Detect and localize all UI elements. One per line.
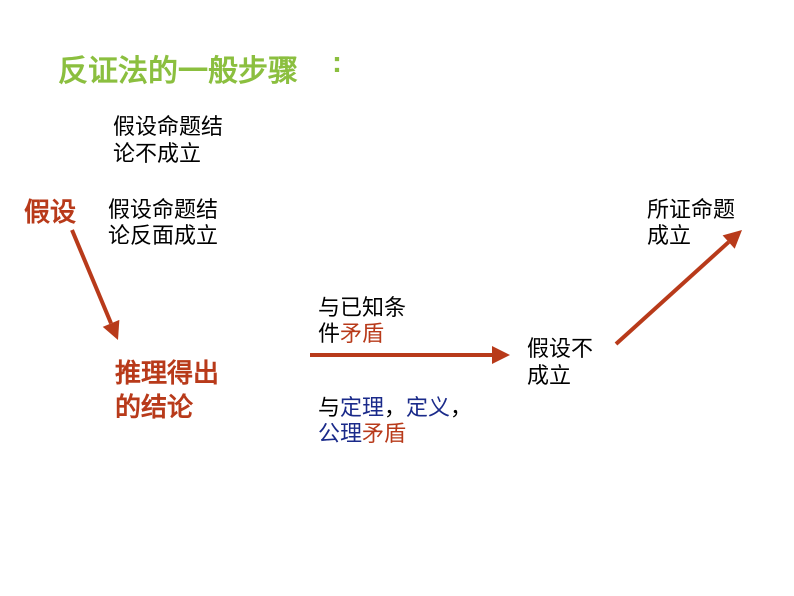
diagram-stage: 反证法的一般步骤 : 假设 假设命题结 论不成立 假设命题结 论反面成立 推理得… [0,0,794,596]
node-axiom-b: 定义 [406,390,450,422]
node-axiom-red: 矛盾 [362,416,406,448]
node-assume: 假设 [24,192,76,229]
node-axiom-d: 公理 [318,416,362,448]
node-neg1-l2: 论不成立 [113,136,201,168]
title-main: 反证法的一般步骤 [58,46,298,90]
node-infer-l1: 推理得出 [115,353,219,390]
node-neg2-l2: 论反面成立 [108,218,218,250]
title-suffix: : [332,46,342,80]
node-cond-red: 矛盾 [340,316,384,348]
node-infer-l2: 的结论 [115,387,193,424]
node-fail-l2: 成立 [527,358,571,390]
node-prove-l2: 成立 [647,218,691,250]
node-cond-pref: 件 [318,316,340,348]
node-axiom-c2: ， [450,390,472,422]
